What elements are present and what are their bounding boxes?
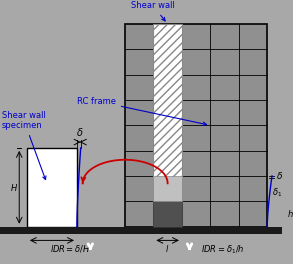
Text: $DR=\delta/H$: $DR=\delta/H$ bbox=[52, 243, 90, 254]
Text: RC frame: RC frame bbox=[77, 97, 206, 125]
Text: $l$: $l$ bbox=[166, 243, 170, 254]
Text: $l$: $l$ bbox=[50, 243, 54, 254]
Bar bbox=[154, 24, 182, 227]
Bar bbox=[27, 148, 77, 227]
Bar bbox=[125, 24, 267, 227]
Text: $h$: $h$ bbox=[287, 209, 293, 219]
Text: $\delta_1$: $\delta_1$ bbox=[272, 187, 282, 199]
Text: $\delta$: $\delta$ bbox=[276, 169, 283, 181]
Text: Shear wall: Shear wall bbox=[131, 1, 175, 21]
Text: Shear wall
specimen: Shear wall specimen bbox=[2, 111, 46, 180]
Text: $H$: $H$ bbox=[10, 182, 18, 193]
Bar bbox=[154, 201, 182, 227]
Bar bbox=[154, 176, 182, 201]
Text: $IDR=\delta_1/h$: $IDR=\delta_1/h$ bbox=[201, 243, 245, 256]
Text: $\delta$: $\delta$ bbox=[76, 126, 84, 138]
Bar bbox=[0, 227, 282, 234]
